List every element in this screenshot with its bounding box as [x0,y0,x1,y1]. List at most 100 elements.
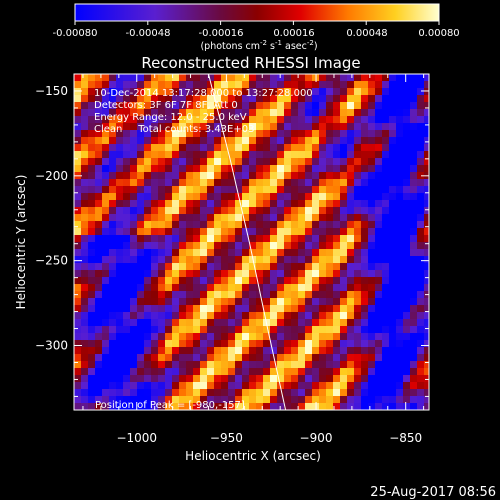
heatmap-cell [417,74,425,82]
heatmap-cell [382,158,390,166]
heatmap-cell [249,347,257,355]
heatmap-cell [368,116,376,124]
heatmap-cell [151,172,159,180]
heatmap-cell [305,410,312,417]
heatmap-cell [172,116,180,124]
heatmap-cell [417,172,425,180]
heatmap-cell [123,102,131,110]
heatmap-cell [207,235,215,243]
heatmap-cell [424,263,429,271]
heatmap-cell [326,396,334,404]
heatmap-cell [382,95,390,103]
heatmap-cell [291,354,299,362]
heatmap-cell [403,340,411,348]
heatmap-cell [277,200,285,208]
heatmap-cell [354,305,362,313]
heatmap-cell [130,214,138,222]
heatmap-cell [186,109,194,117]
heatmap-cell [109,375,117,383]
heatmap-cell [137,102,145,110]
heatmap-cell [319,179,327,187]
heatmap-cell [249,137,257,145]
heatmap-cell [123,214,131,222]
heatmap-cell [81,165,89,173]
heatmap-cell [151,249,159,257]
heatmap-cell [410,88,418,96]
heatmap-cell [200,116,208,124]
heatmap-cell [88,382,96,390]
heatmap-cell [347,403,355,410]
heatmap-cell [242,151,250,159]
heatmap-cell [291,207,299,215]
heatmap-cell [74,361,82,369]
heatmap-cell [130,221,138,229]
heatmap-cell [242,410,249,417]
heatmap-cell [305,158,313,166]
heatmap-cell [249,389,257,397]
heatmap-cell [214,291,222,299]
heatmap-cell [81,193,89,201]
heatmap-cell [270,326,278,334]
heatmap-cell [298,179,306,187]
heatmap-cell [305,144,313,152]
heatmap-cell [396,193,404,201]
heatmap-cell [144,193,152,201]
heatmap-cell [326,221,334,229]
heatmap-cell [256,396,264,404]
heatmap-cell [312,102,320,110]
heatmap-cell [361,312,369,320]
heatmap-cell [116,284,124,292]
heatmap-cell [193,263,201,271]
heatmap-cell [165,214,173,222]
heatmap-cell [116,354,124,362]
heatmap-cell [249,130,257,138]
heatmap-cell [172,242,180,250]
heatmap-cell [298,277,306,285]
heatmap-cell [193,375,201,383]
heatmap-cell [102,256,110,264]
heatmap-cell [277,375,285,383]
heatmap-cell [270,214,278,222]
heatmap-cell [165,305,173,313]
heatmap-cell [221,277,229,285]
heatmap-cell [144,116,152,124]
heatmap-cell [403,242,411,250]
heatmap-cell [109,207,117,215]
heatmap-cell [158,74,166,82]
heatmap-cell [137,221,145,229]
heatmap-cell [200,270,208,278]
heatmap-cell [151,95,159,103]
heatmap-cell [144,186,152,194]
heatmap-cell [88,326,96,334]
heatmap-cell [389,375,397,383]
heatmap-cell [347,116,355,124]
heatmap-cell [123,172,131,180]
heatmap-cell [193,249,201,257]
heatmap-cell [249,186,257,194]
heatmap-cell [137,389,145,397]
heatmap-cell [200,102,208,110]
heatmap-cell [361,158,369,166]
heatmap-cell [221,305,229,313]
heatmap-cell [410,312,418,320]
heatmap-cell [242,403,250,410]
heatmap-cell [228,200,236,208]
heatmap-cell [410,137,418,145]
heatmap-cell [137,130,145,138]
heatmap-cell [375,410,382,417]
heatmap-cell [207,270,215,278]
heatmap-cell [151,109,159,117]
heatmap-cell [242,116,250,124]
heatmap-cell [312,179,320,187]
heatmap-cell [74,354,82,362]
heatmap-cell [319,298,327,306]
heatmap-cell [326,410,333,417]
heatmap-cell [291,214,299,222]
heatmap-cell [88,214,96,222]
heatmap-cell [382,291,390,299]
heatmap-cell [354,256,362,264]
heatmap-cell [95,165,103,173]
heatmap-cell [368,291,376,299]
heatmap-cell [221,179,229,187]
heatmap-cell [235,389,243,397]
